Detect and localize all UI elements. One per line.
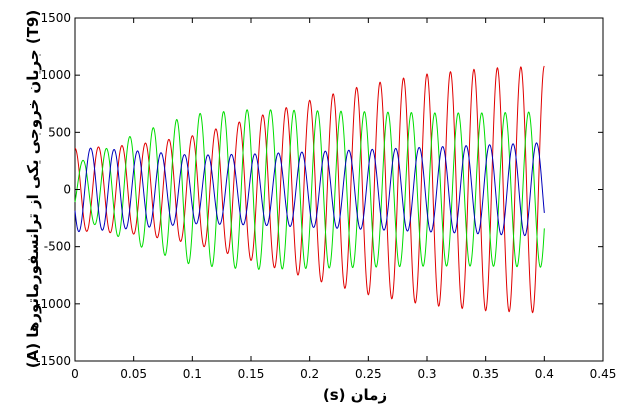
series-line-2 [74, 109, 545, 270]
y-tick-label: 1000 [40, 68, 71, 82]
x-tick-label: 0.4 [535, 367, 554, 381]
y-tick-label: -1500 [36, 354, 71, 368]
y-tick-label: -500 [44, 240, 71, 254]
y-tick-label: -1000 [36, 297, 71, 311]
series-line-1 [74, 65, 545, 314]
x-tick-label: 0.25 [355, 367, 382, 381]
x-tick-label: 0.15 [238, 367, 265, 381]
y-tick-label: 500 [48, 125, 71, 139]
series-line-3 [74, 142, 545, 237]
y-tick-label: 0 [63, 183, 71, 197]
x-tick-label: 0 [71, 367, 79, 381]
x-tick-label: 0.2 [300, 367, 319, 381]
x-tick-label: 0.3 [417, 367, 436, 381]
x-tick-label: 0.05 [120, 367, 147, 381]
x-tick-label: 0.1 [183, 367, 202, 381]
x-tick-label: 0.45 [590, 367, 617, 381]
x-axis-title: زمان (s) [323, 386, 387, 404]
y-tick-label: 1500 [40, 11, 71, 25]
series-layer [74, 65, 545, 314]
y-axis-ticks: -1500 -1000 -500 0 500 1000 1500 [36, 11, 603, 368]
x-tick-label: 0.35 [472, 367, 499, 381]
y-axis-title: (T9) جریان خروجی یکی از ترانسفورماتورها … [24, 10, 42, 368]
x-axis-ticks: 0 0.05 0.1 0.15 0.2 0.25 0.3 0.35 0.4 0.45 [71, 18, 616, 381]
